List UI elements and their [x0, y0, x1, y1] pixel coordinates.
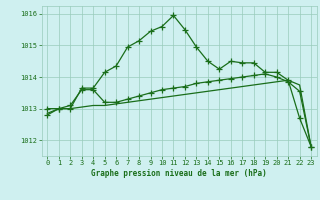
X-axis label: Graphe pression niveau de la mer (hPa): Graphe pression niveau de la mer (hPa)	[91, 169, 267, 178]
